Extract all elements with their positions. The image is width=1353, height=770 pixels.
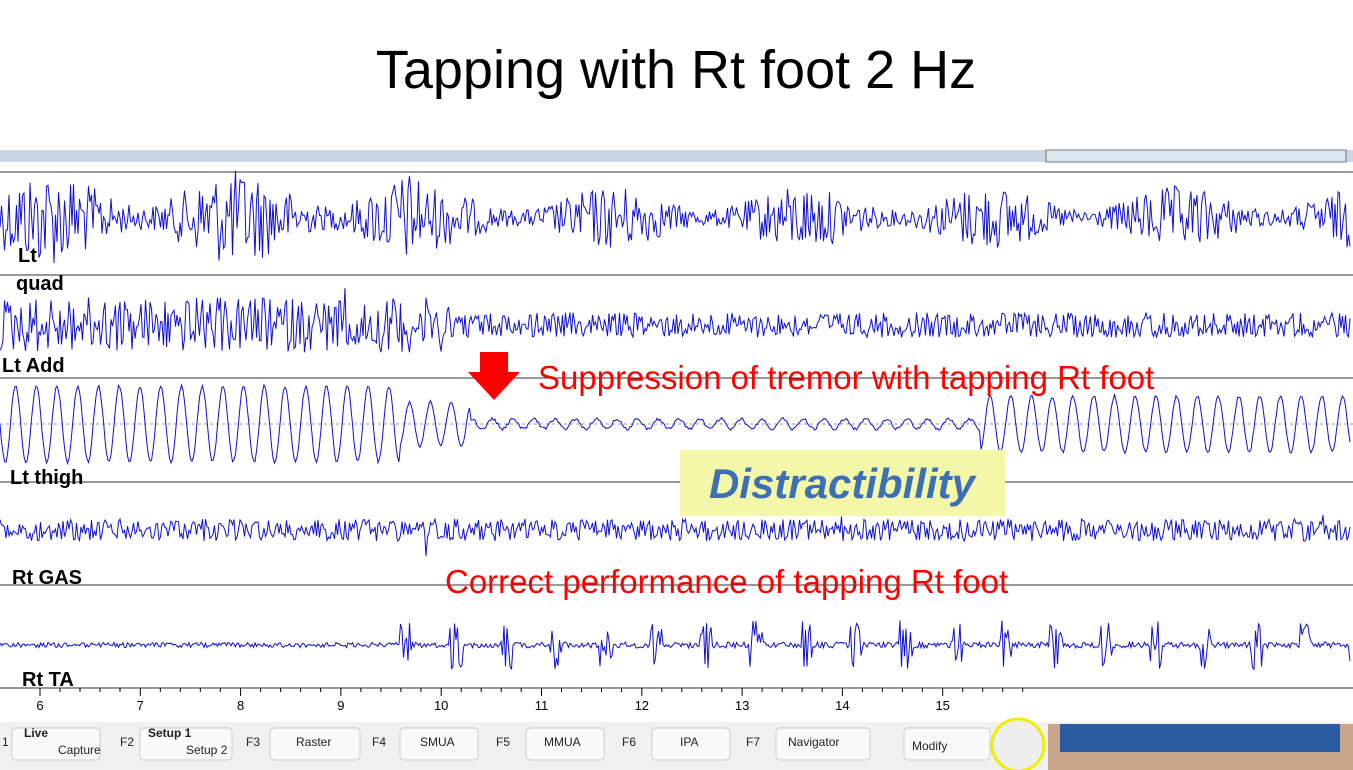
annotation: Suppression of tremor with tapping Rt fo… xyxy=(538,359,1154,396)
slide-title: Tapping with Rt foot 2 Hz xyxy=(376,40,976,100)
annotation: Correct performance of tapping Rt foot xyxy=(445,563,1008,600)
scroll-bar xyxy=(0,150,1353,162)
toolbar-label: F3 xyxy=(246,735,260,749)
channel-label: Rt GAS xyxy=(12,567,82,589)
tick-label: 14 xyxy=(835,698,849,713)
tick-label: 7 xyxy=(137,698,144,713)
tick-label: 8 xyxy=(237,698,244,713)
button xyxy=(775,727,871,761)
button xyxy=(903,727,991,761)
highlight-box xyxy=(680,450,1005,516)
toolbar-label: Setup 2 xyxy=(186,743,228,757)
time-axis: 6 7 8 9 10 11 12 13 14 15 xyxy=(36,688,1024,713)
toolbar-label: IPA xyxy=(680,735,698,749)
toolbar-label: F2 xyxy=(120,735,134,749)
tick-label: 13 xyxy=(735,698,749,713)
toolbar-label: F7 xyxy=(746,735,760,749)
button xyxy=(269,727,361,761)
toolbar-label: F4 xyxy=(372,735,386,749)
button xyxy=(525,727,605,761)
scroll-thumb xyxy=(1045,149,1347,163)
toolbar-label: 1 xyxy=(2,735,9,749)
toolbar-label: F6 xyxy=(622,735,636,749)
channel-label: Rt TA xyxy=(22,669,74,691)
tick-label: 12 xyxy=(635,698,649,713)
button xyxy=(11,727,101,761)
button xyxy=(399,727,479,761)
toolbar-label: F5 xyxy=(496,735,510,749)
annotation: Distractibility xyxy=(709,460,978,507)
button xyxy=(651,727,731,761)
button xyxy=(139,727,233,761)
tick-label: 15 xyxy=(935,698,949,713)
channel-label: Lt thigh xyxy=(10,467,83,489)
trace xyxy=(0,383,1351,466)
toolbar-label: Capture xyxy=(58,743,101,757)
tick-label: 11 xyxy=(535,698,549,713)
arrow xyxy=(468,352,520,400)
video-thumb xyxy=(990,717,1046,770)
toolbar-label: Raster xyxy=(296,735,331,749)
tick-label: 10 xyxy=(434,698,448,713)
trace xyxy=(0,620,1351,671)
toolbar-label: SMUA xyxy=(420,735,455,749)
channel-label: Lt Add xyxy=(2,355,65,377)
channel-label: quad xyxy=(16,273,64,295)
trace xyxy=(0,514,1351,556)
toolbar-label: Navigator xyxy=(788,735,839,749)
tick-label: 6 xyxy=(36,698,43,713)
toolbar-label: MMUA xyxy=(544,735,581,749)
video-thumb xyxy=(1060,724,1340,752)
toolbar-label: Live xyxy=(24,726,48,740)
toolbar-label: Setup 1 xyxy=(148,726,192,740)
tick-label: 9 xyxy=(337,698,344,713)
trace xyxy=(0,170,1351,264)
toolbar-label: Modify xyxy=(912,739,947,753)
channel-label: Lt xyxy=(18,245,37,267)
channel-area xyxy=(0,170,1353,689)
trace xyxy=(0,288,1351,353)
toolbar-buttons: 1 Live Capture F2 Setup 1 Setup 2 F3 Raster F4 SM… xyxy=(2,726,991,761)
